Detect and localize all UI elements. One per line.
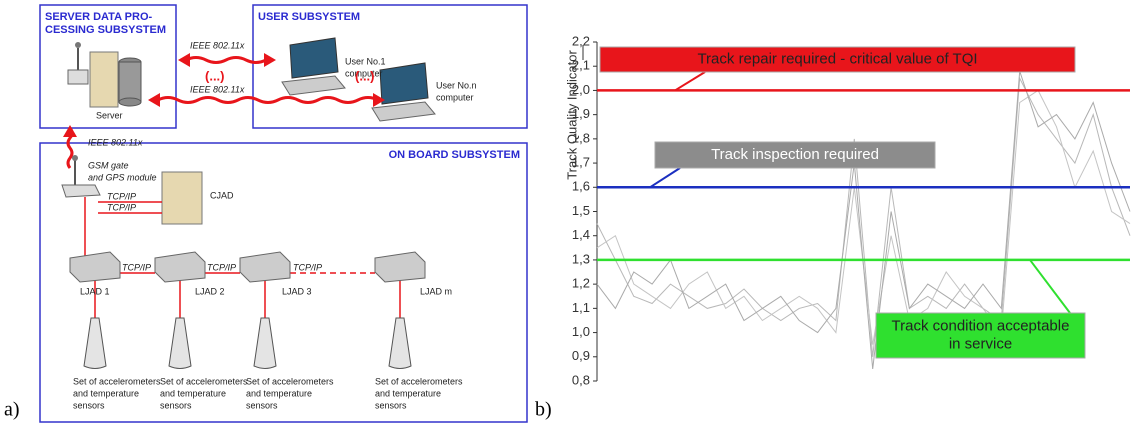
arrow-head xyxy=(148,93,160,107)
server-box xyxy=(39,4,177,129)
computer-label: computer xyxy=(345,68,383,78)
cjad-icon xyxy=(161,171,203,225)
connector xyxy=(649,167,681,189)
y-tick-label: 1,1 xyxy=(572,300,590,315)
y-tick-label: 1,4 xyxy=(572,227,590,242)
ellipsis: (...) xyxy=(355,68,375,83)
user-title: USER SUBSYSTEM xyxy=(258,11,360,23)
cjad-label: CJAD xyxy=(210,190,234,200)
computer-label: User No.1 xyxy=(345,56,386,66)
gsm-label: GSM gate xyxy=(88,160,129,170)
ljad-label: LJAD 3 xyxy=(282,286,312,296)
y-tick-label: 2,1 xyxy=(572,58,590,73)
y-tick-label: 0,9 xyxy=(572,348,590,363)
sensor-label: sensors xyxy=(246,400,278,410)
data-line xyxy=(596,70,1131,369)
y-tick-label: 1,6 xyxy=(572,179,590,194)
wireless-link xyxy=(185,56,267,64)
sensor-label: Set of accelerometers xyxy=(160,376,248,386)
ljad-label: LJAD m xyxy=(420,286,452,296)
server-title: CESSING SUBSYSTEM xyxy=(45,24,166,36)
y-tick-label: 0,8 xyxy=(572,372,590,387)
gsm-icon xyxy=(61,155,101,198)
annotation-box xyxy=(654,141,936,169)
sensor-label: Set of accelerometers xyxy=(375,376,463,386)
y-tick-label: 1,5 xyxy=(572,203,590,218)
onboard-box xyxy=(39,142,528,423)
y-tick-label: 2,2 xyxy=(572,33,590,48)
tcp-label: TCP/IP xyxy=(207,262,236,272)
y-tick-label: 1,2 xyxy=(572,276,590,291)
y-tick-label: 1,8 xyxy=(572,130,590,145)
y-tick-label: 2,0 xyxy=(572,82,590,97)
ljad-icons xyxy=(69,251,426,283)
annotation-box xyxy=(875,312,1086,359)
tcp-label: TCP/IP xyxy=(107,202,136,212)
diagram: SERVER DATA PRO- CESSING SUBSYSTEM USER … xyxy=(4,4,528,423)
connector xyxy=(674,71,706,92)
data-line xyxy=(596,89,1131,345)
y-tick-label: 1,7 xyxy=(572,155,590,170)
server-label: Server xyxy=(96,110,123,120)
gsm-label: and GPS module xyxy=(88,172,157,182)
y-axis-label: Track Quality Indicator xyxy=(564,50,579,180)
sensor-label: sensors xyxy=(73,400,105,410)
ellipsis: (...) xyxy=(205,68,225,83)
user-box xyxy=(252,4,528,129)
annotation-text: Track repair required - critical value o… xyxy=(697,50,977,67)
y-tick-label: 1,3 xyxy=(572,251,590,266)
arrow-head xyxy=(178,53,190,67)
y-tick-label: 1,9 xyxy=(572,106,590,121)
ljad-label: LJAD 2 xyxy=(195,286,225,296)
link-label: IEEE 802.11x xyxy=(190,40,245,50)
annotation-text: in service xyxy=(949,335,1012,352)
computer-icon xyxy=(281,37,346,96)
link-label: IEEE 802.11x xyxy=(190,84,245,94)
wires xyxy=(84,197,401,318)
panel-label: b) xyxy=(535,399,552,421)
sensor-icons xyxy=(83,317,412,369)
arrow-head xyxy=(264,53,276,67)
computer-label: computer xyxy=(436,92,474,102)
sensor-label: and temperature xyxy=(246,388,312,398)
chart: b) Track Quality Indicator 0,8 0,9 1,0 1,1 1… xyxy=(535,33,1131,421)
sensor-label: Set of accelerometers xyxy=(73,376,161,386)
onboard-title: ON BOARD SUBSYSTEM xyxy=(389,149,520,161)
server-title: SERVER DATA PRO- xyxy=(45,11,152,23)
data-line xyxy=(596,76,1131,357)
sensor-label: sensors xyxy=(375,400,407,410)
sensor-label: and temperature xyxy=(73,388,139,398)
tcp-label: TCP/IP xyxy=(107,191,136,201)
connector xyxy=(1029,259,1071,314)
arrow-head xyxy=(373,93,385,107)
sensor-label: and temperature xyxy=(375,388,441,398)
tcp-label: TCP/IP xyxy=(122,262,151,272)
link-label: IEEE 802.11x xyxy=(88,137,143,147)
y-tick-label: 1,0 xyxy=(572,324,590,339)
sensor-label: sensors xyxy=(160,400,192,410)
annotation-text: Track condition acceptable xyxy=(892,317,1070,334)
tcp-label: TCP/IP xyxy=(293,262,322,272)
panel-label: a) xyxy=(4,399,20,421)
annotation-box xyxy=(599,46,1076,73)
ljad-label: LJAD 1 xyxy=(80,286,110,296)
computer-label: User No.n xyxy=(436,80,477,90)
server-icon xyxy=(67,42,142,108)
wireless-link xyxy=(157,96,379,104)
sensor-label: Set of accelerometers xyxy=(246,376,334,386)
arrow-head xyxy=(63,125,77,137)
annotation-text: Track inspection required xyxy=(711,146,879,163)
sensor-label: and temperature xyxy=(160,388,226,398)
computer-icon xyxy=(371,62,436,122)
